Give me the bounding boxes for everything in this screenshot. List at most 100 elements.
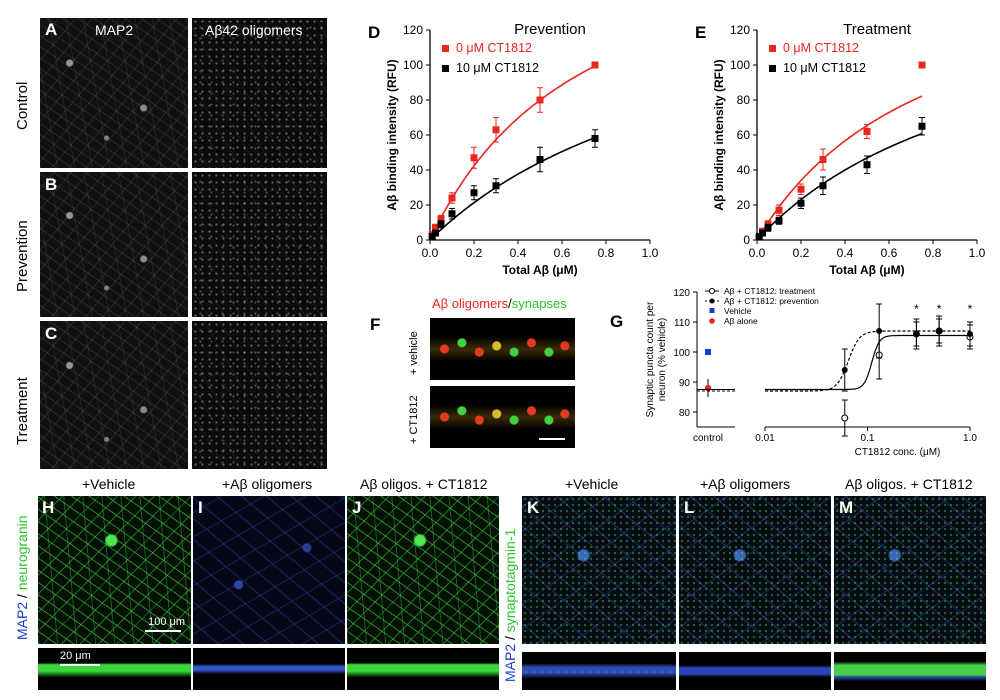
row-label-treatment: Treatment: [14, 377, 31, 445]
x-tick-label: 0.8: [925, 246, 942, 260]
fit-curve-1: [429, 136, 596, 241]
panel-i-image: [193, 496, 345, 644]
x-tick-label: 0.1: [861, 433, 875, 444]
data-point: [432, 224, 439, 232]
chart-title: Treatment: [843, 21, 912, 38]
y-axis-label-line2: neuron (% vehicle): [657, 318, 668, 401]
data-point: [437, 220, 445, 228]
y-tick-label: 60: [737, 128, 751, 142]
panel-h-side-label: MAP2 / neurogranin: [14, 515, 30, 640]
x-tick-label: 0.2: [466, 246, 483, 260]
side-label-synaptotagmin: synaptotagmin-1: [502, 528, 518, 633]
x-tick-label: 0.8: [598, 246, 615, 260]
x-tick-label: 0.01: [755, 433, 775, 444]
panel-letter-m: M: [839, 498, 854, 517]
panel-f-vehicle-image: [430, 318, 575, 380]
panel-a-abeta: [192, 18, 327, 168]
panel-h-image: 100 μm: [38, 496, 191, 644]
panel-a-map2: [40, 18, 188, 168]
x-tick-label: 1.0: [969, 246, 986, 260]
y-tick-label: 80: [679, 408, 691, 419]
chart-e-treatment: E Treatment 0 20 40 60 80 100 120 0.0 0.2 0.4 0.6 0.8…: [695, 21, 986, 277]
data-point: [437, 215, 445, 223]
significance-star: *: [968, 302, 973, 316]
panel-j-image: [347, 496, 499, 644]
data-point: [591, 135, 599, 142]
y-tick-label: 120: [673, 288, 690, 299]
legend-label-1: Aβ + CT1812: prevention: [724, 296, 819, 306]
y-tick-label: 100: [403, 58, 423, 72]
data-point: [863, 128, 871, 135]
data-point-filled: [936, 328, 943, 334]
panel-h-title: +Vehicle: [82, 476, 136, 492]
panel-h-scale-label-100: 100 μm: [148, 616, 185, 628]
y-tick-label: 80: [737, 93, 751, 107]
fit-curve-0: [756, 95, 923, 241]
panel-h-scale-bar-20: [60, 664, 100, 666]
data-point: [819, 182, 827, 190]
panel-letter-e: E: [695, 23, 706, 42]
y-tick-label: 100: [730, 58, 750, 72]
data-point: [448, 194, 456, 202]
data-point-open: [841, 414, 849, 422]
data-point: [536, 156, 544, 163]
legend-label-0: Aβ + CT1812: treatment: [724, 286, 816, 296]
y-tick-label: 100: [673, 348, 690, 359]
chart-d-prevention: D Prevention 0 20 40 60 80 100 120 0.0 0.2 0.4 0.6 0.…: [368, 21, 659, 277]
panel-letter-l: L: [684, 498, 695, 517]
y-tick-label: 40: [737, 163, 751, 177]
panel-f-title-red: Aβ oligomers: [432, 296, 509, 311]
x-tick-label-control: control: [693, 433, 723, 444]
panel-f-row-vehicle: + vehicle: [408, 331, 420, 375]
panel-m-image: [834, 496, 986, 644]
panel-letter-b: B: [45, 175, 58, 194]
legend-label-1: 10 μM CT1812: [456, 61, 539, 75]
legend-marker: [709, 308, 715, 313]
data-point: [775, 206, 783, 214]
data-point: [492, 182, 500, 190]
panel-b-abeta: [192, 172, 327, 317]
data-point-filled: [876, 328, 883, 334]
panel-letter-i: I: [198, 498, 203, 517]
x-tick-label: 0.2: [793, 246, 810, 260]
fit-curve-0: [765, 334, 970, 391]
x-axis-label: CT1812 conc. (μM): [855, 447, 941, 458]
panel-m-title: Aβ oligos. + CT1812: [845, 476, 973, 492]
data-point: [764, 224, 772, 232]
vehicle-point: [705, 349, 711, 355]
x-tick-label: 0.6: [881, 246, 898, 260]
legend-marker-0: [769, 45, 776, 52]
panel-b-map2: [40, 172, 188, 317]
panel-f-title: Aβ oligomers/synapses: [432, 296, 567, 311]
legend-marker-1: [769, 65, 776, 72]
panel-k-title: +Vehicle: [565, 476, 619, 492]
panel-f-ct1812-image: [430, 386, 575, 448]
panel-k-image: [522, 496, 676, 644]
panel-h-scale-bar-100: [145, 630, 181, 632]
data-point: [863, 161, 871, 169]
legend-label-0: 0 μM CT1812: [456, 41, 532, 55]
panel-f-scale-bar: [539, 438, 565, 440]
y-tick-label: 90: [679, 378, 691, 389]
panel-letter-d: D: [368, 23, 380, 42]
x-tick-label: 1.0: [963, 433, 977, 444]
legend-label-2: Vehicle: [724, 306, 752, 316]
y-tick-label: 120: [403, 23, 423, 37]
data-point: [591, 61, 599, 69]
panel-letter-g: G: [610, 312, 623, 331]
panel-k-side-label: MAP2 / synaptotagmin-1: [502, 529, 518, 682]
data-point: [775, 217, 783, 225]
data-point: [432, 229, 439, 237]
header-abeta-oligomers: Aβ42 oligomers: [205, 22, 303, 38]
panel-f-title-green: synapses: [511, 296, 567, 311]
abeta-alone-point: [704, 384, 712, 392]
y-tick-label: 20: [410, 198, 424, 212]
panel-letter-a: A: [45, 20, 58, 39]
panel-j-title: Aβ oligos. + CT1812: [360, 476, 488, 492]
data-point-filled: [967, 331, 973, 337]
legend-marker: [709, 288, 715, 294]
panel-f-row-ct1812: + CT1812: [408, 395, 420, 444]
y-tick-label: 0: [743, 233, 750, 247]
header-map2: MAP2: [95, 22, 134, 38]
data-point: [797, 185, 805, 193]
